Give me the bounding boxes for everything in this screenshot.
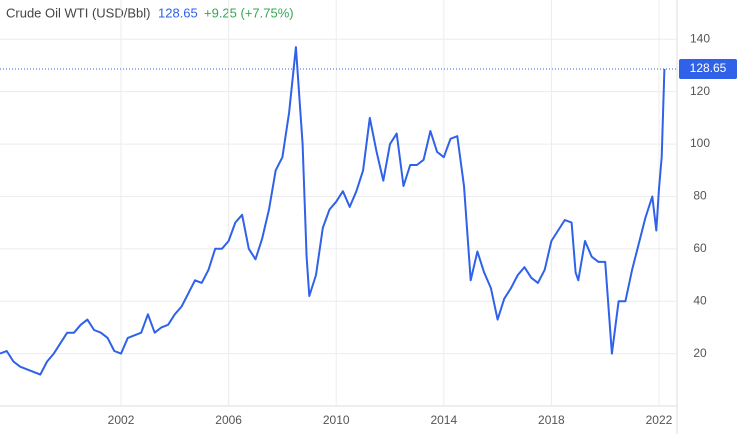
x-tick-label: 2010 [323,413,350,427]
y-tick-label: 60 [693,241,707,255]
y-tick-label: 20 [693,346,707,360]
x-tick-label: 2002 [108,413,135,427]
last-price-box [679,59,737,80]
y-tick-label: 40 [693,293,707,307]
price-line [0,46,666,376]
x-tick-label: 2006 [215,413,242,427]
y-tick-label: 120 [690,84,710,98]
x-tick-label: 2018 [538,413,565,427]
y-tick-label: 100 [690,136,710,150]
y-tick-label: 80 [693,189,707,203]
header-price: 128.65 [158,5,198,20]
y-tick-label: 140 [690,31,710,45]
chart-title: Crude Oil WTI (USD/Bbl) [6,5,150,20]
header-change: +9.25 (+7.75%) [204,5,294,20]
last-price-label: 128.65 [690,61,727,75]
x-tick-label: 2014 [430,413,457,427]
x-tick-label: 2022 [646,413,673,427]
